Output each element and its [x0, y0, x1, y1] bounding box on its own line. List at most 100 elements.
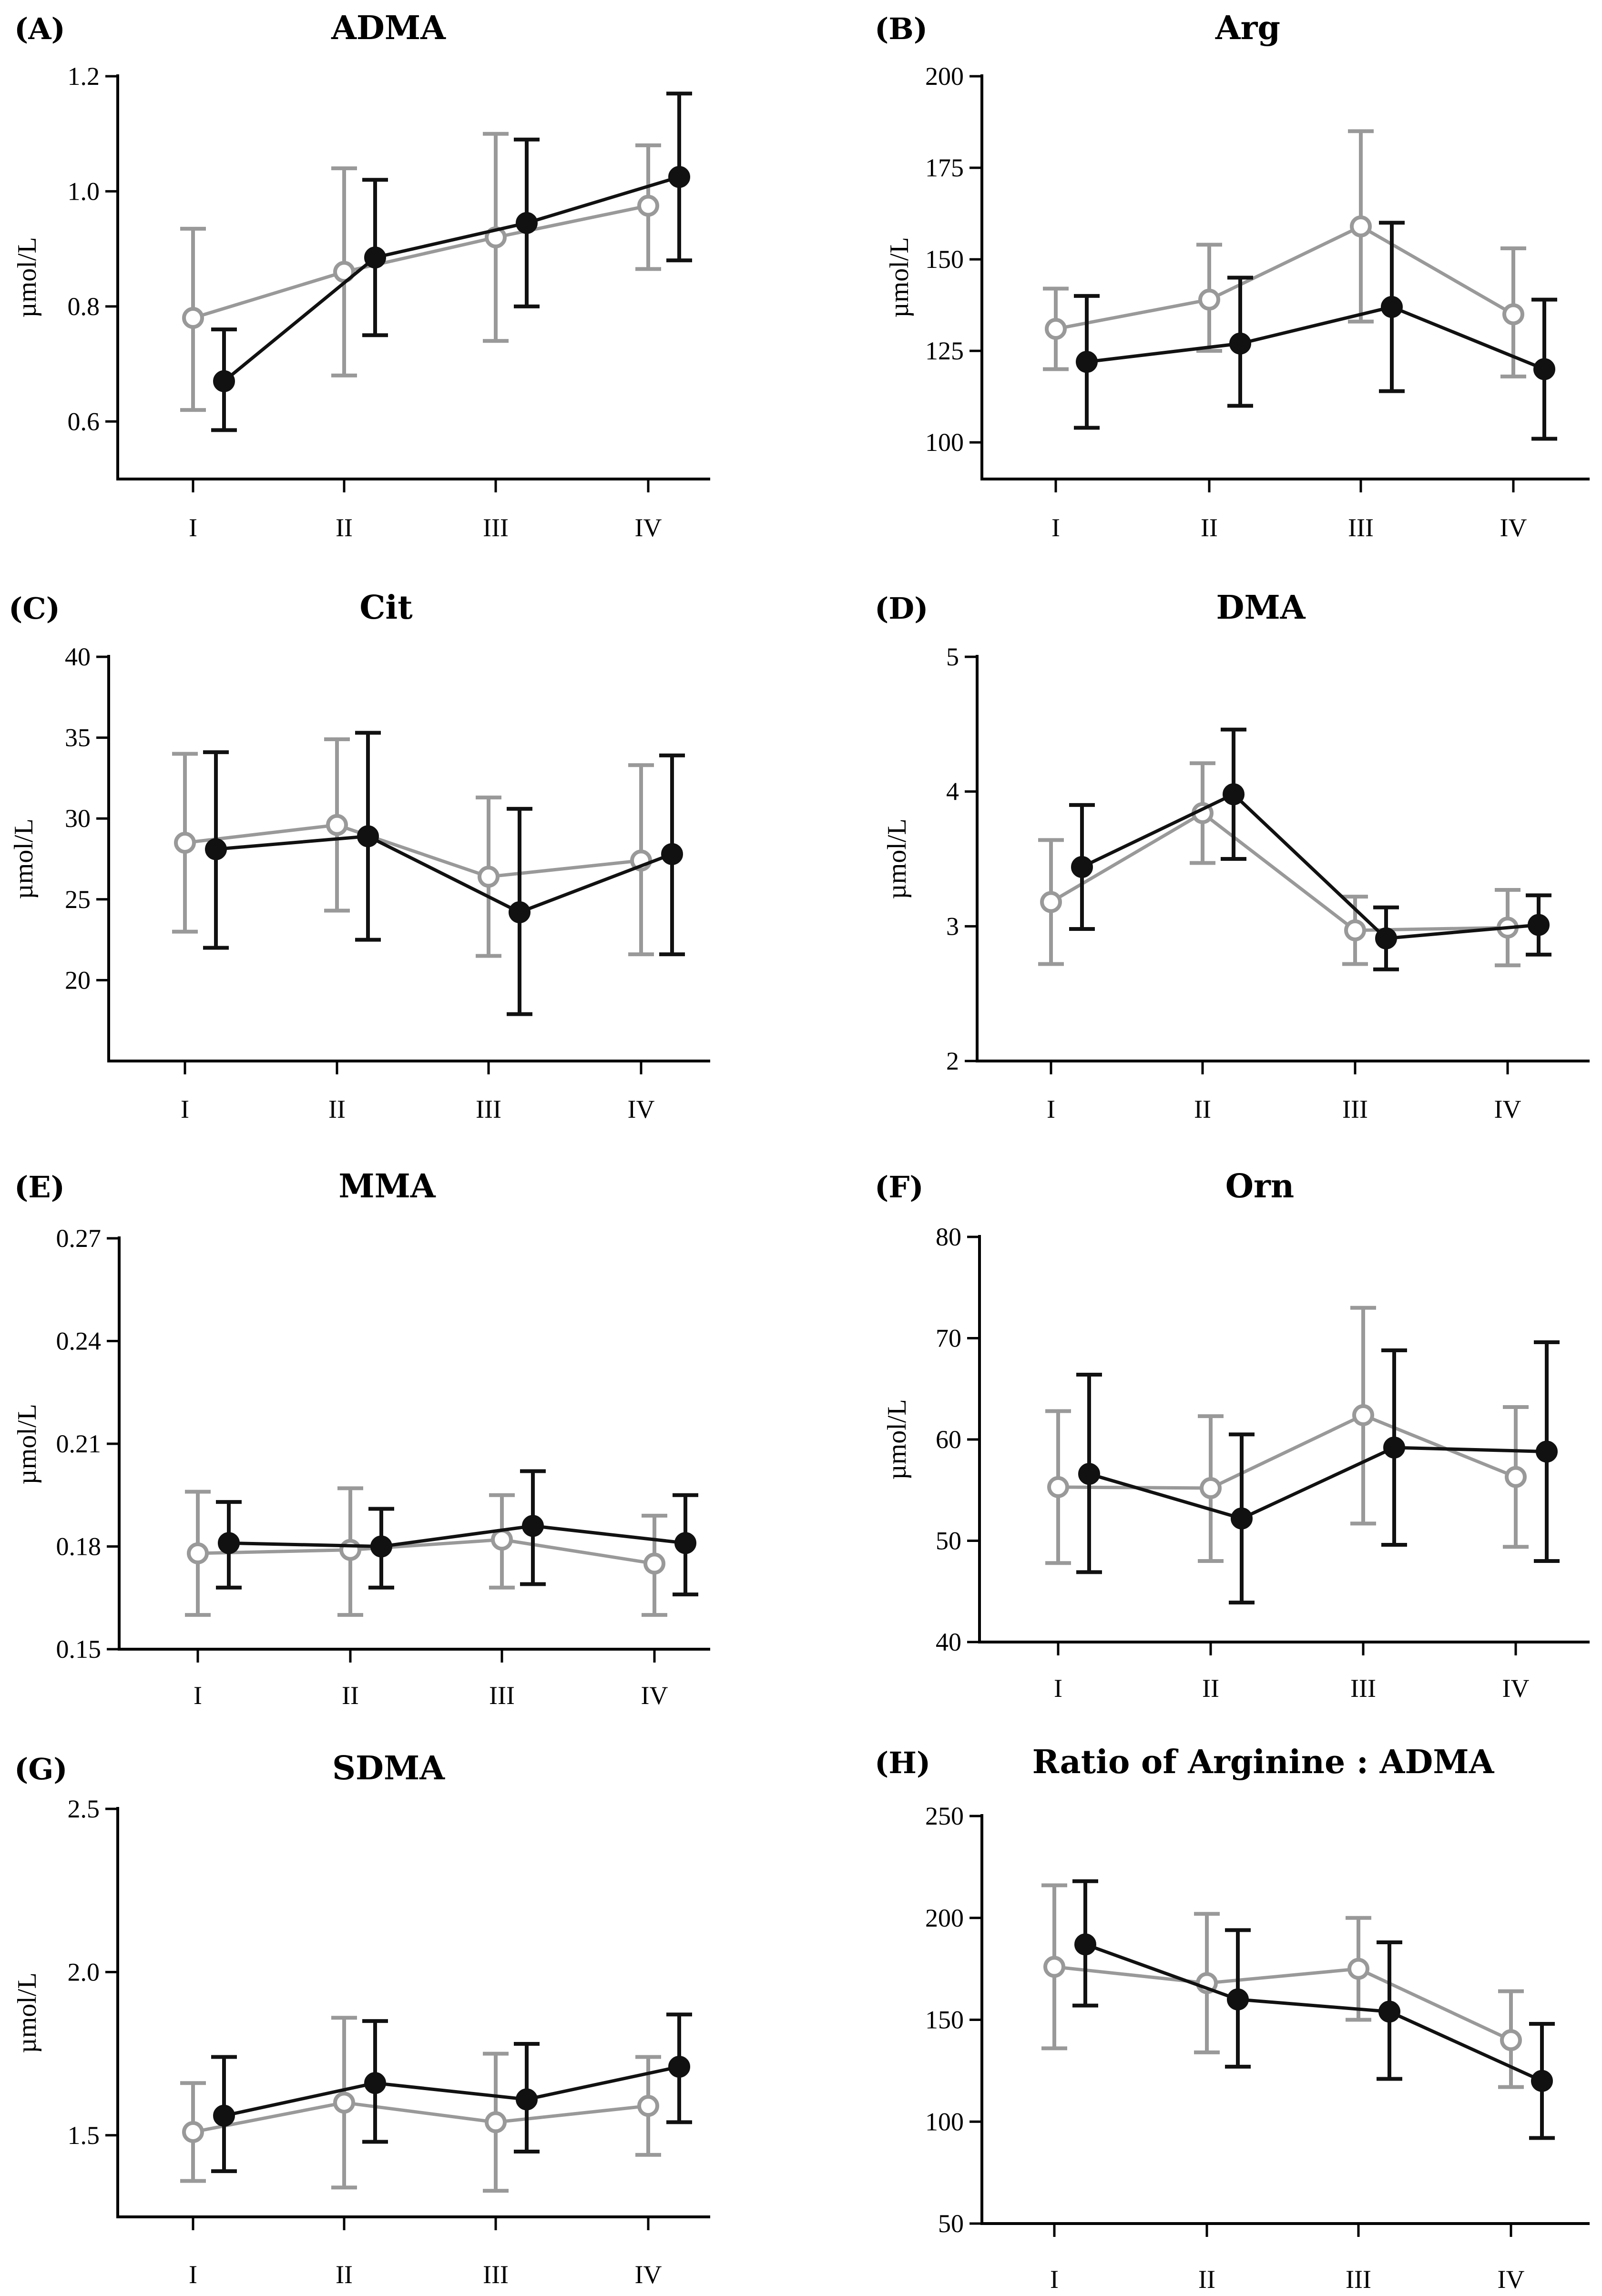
y-tick-label: 20 — [65, 966, 91, 994]
y-tick-label: 40 — [936, 1628, 961, 1656]
data-point-open — [1043, 1956, 1065, 1978]
data-point-filled — [213, 2104, 235, 2127]
y-tick-label: 2.5 — [68, 1795, 100, 1823]
panel-letter: (H) — [875, 1745, 930, 1780]
data-point-filled — [516, 2088, 538, 2111]
x-tick-label: I — [1050, 2265, 1059, 2294]
x-tick-label: IV — [1502, 1674, 1530, 1703]
x-tick-label: I — [189, 513, 197, 542]
x-tick-label: III — [1348, 513, 1374, 542]
series-line — [193, 2101, 649, 2134]
y-axis-label: µmol/L — [12, 1972, 42, 2053]
data-point-filled — [668, 166, 690, 188]
y-tick-label: 1.0 — [68, 177, 100, 205]
y-axis-label: µmol/L — [882, 1399, 912, 1480]
data-point-filled — [661, 843, 683, 865]
data-point-open — [1500, 2029, 1522, 2051]
data-point-filled — [1533, 358, 1555, 380]
y-tick-label: 50 — [938, 2209, 964, 2238]
x-tick-label: IV — [641, 1681, 668, 1710]
y-tick-label: 100 — [925, 428, 964, 457]
data-point-open — [1045, 318, 1067, 340]
series-gray-open — [1041, 1883, 1524, 2089]
x-tick-label: II — [342, 1681, 359, 1710]
data-point-open — [485, 226, 507, 248]
data-point-filled — [1531, 2070, 1553, 2092]
data-point-filled — [1231, 1507, 1253, 1530]
data-point-open — [1350, 215, 1372, 237]
series-line — [184, 823, 642, 878]
data-point-open — [1344, 919, 1366, 941]
data-point-filled — [1536, 1440, 1558, 1463]
y-tick-label: 0.8 — [68, 292, 100, 321]
data-point-open — [643, 1552, 665, 1575]
data-point-open — [1347, 1958, 1369, 1980]
data-point-open — [182, 2121, 204, 2143]
panel-letter: (A) — [14, 11, 65, 46]
y-tick-label: 80 — [936, 1223, 961, 1251]
series-gray-open — [180, 2016, 661, 2193]
x-tick-label: I — [189, 2260, 197, 2289]
data-point-filled — [1378, 2000, 1400, 2023]
series-line — [1050, 811, 1508, 932]
panel-letter: (E) — [14, 1170, 65, 1204]
y-axis-label: µmol/L — [9, 818, 39, 899]
x-tick-label: I — [194, 1681, 202, 1710]
series-gray-open — [1038, 761, 1520, 968]
series-line — [228, 1524, 686, 1549]
data-point-open — [339, 1539, 361, 1561]
data-point-open — [333, 2092, 355, 2114]
y-tick-label: 1.2 — [68, 62, 100, 91]
series-black-filled — [203, 731, 685, 1016]
y-tick-label: 0.15 — [56, 1635, 102, 1663]
series-line — [224, 2065, 680, 2118]
y-tick-label: 150 — [925, 2006, 964, 2034]
y-axis-label: µmol/L — [12, 237, 42, 317]
data-point-filled — [1381, 296, 1403, 318]
x-tick-label: II — [328, 1095, 346, 1123]
x-tick-label: III — [1342, 1095, 1368, 1123]
series-line — [197, 1538, 655, 1565]
series-line — [1055, 224, 1514, 331]
data-point-filled — [1078, 1463, 1100, 1485]
y-axis-label: µmol/L — [885, 237, 914, 317]
data-point-open — [1502, 303, 1524, 326]
data-point-filled — [1074, 1933, 1096, 1956]
data-point-open — [174, 832, 196, 854]
y-tick-label: 2.0 — [68, 1958, 100, 1986]
panel-title: Ratio of Arginine : ADMA — [1032, 1743, 1495, 1781]
series-black-filled — [211, 2012, 692, 2174]
x-tick-label: IV — [635, 2260, 662, 2289]
series-black-filled — [1074, 221, 1557, 441]
y-tick-label: 60 — [936, 1425, 961, 1454]
y-tick-label: 250 — [925, 1802, 964, 1830]
data-point-open — [1200, 1477, 1222, 1499]
data-point-open — [1198, 288, 1220, 311]
data-point-open — [485, 2111, 507, 2133]
x-tick-label: IV — [1494, 1095, 1521, 1123]
y-tick-label: 0.6 — [68, 407, 100, 436]
series-gray-open — [1043, 129, 1526, 378]
data-point-open — [1047, 1476, 1069, 1498]
x-tick-label: III — [483, 513, 509, 542]
series-line — [215, 834, 673, 914]
y-tick-label: 0.24 — [56, 1327, 102, 1356]
series-black-filled — [1069, 727, 1551, 971]
panel-letter: (G) — [14, 1752, 68, 1786]
x-tick-label: I — [1054, 1674, 1062, 1703]
panel-title: MMA — [338, 1167, 436, 1205]
data-point-open — [637, 194, 659, 217]
y-tick-label: 25 — [65, 885, 91, 914]
series-line — [1081, 792, 1539, 940]
x-tick-label: I — [1051, 513, 1060, 542]
data-point-filled — [1227, 1988, 1249, 2010]
series-black-filled — [211, 92, 692, 432]
series-black-filled — [1076, 1340, 1560, 1605]
panel-letter: (B) — [875, 11, 928, 46]
y-tick-label: 40 — [65, 643, 91, 671]
series-line — [192, 204, 649, 320]
data-point-filled — [1229, 332, 1251, 355]
